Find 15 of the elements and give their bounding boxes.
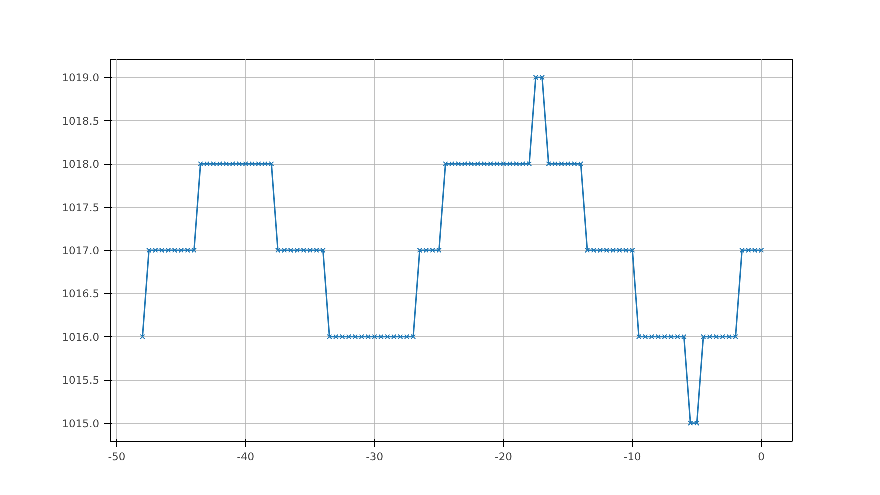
x-tick-label: -40: [237, 450, 255, 464]
y-tick-label: 1016.0: [62, 330, 100, 344]
y-tick-label: 1017.5: [62, 201, 100, 214]
y-tick-label: 1019.0: [62, 72, 100, 85]
x-tick-label: 0: [758, 450, 766, 464]
y-tick-label: 1017.0: [62, 244, 100, 258]
x-tick-label: -20: [495, 450, 513, 464]
x-tick-label: -30: [366, 450, 384, 464]
y-tick-label: 1018.0: [62, 158, 100, 172]
y-tick-label: 1016.5: [62, 288, 100, 301]
y-tick-label: 1018.5: [62, 114, 100, 128]
y-tick-label: 1015.5: [62, 374, 100, 388]
x-tick-label: -10: [624, 450, 642, 464]
y-tick-label: 1015.0: [62, 417, 100, 430]
x-tick-label: -50: [108, 450, 126, 464]
